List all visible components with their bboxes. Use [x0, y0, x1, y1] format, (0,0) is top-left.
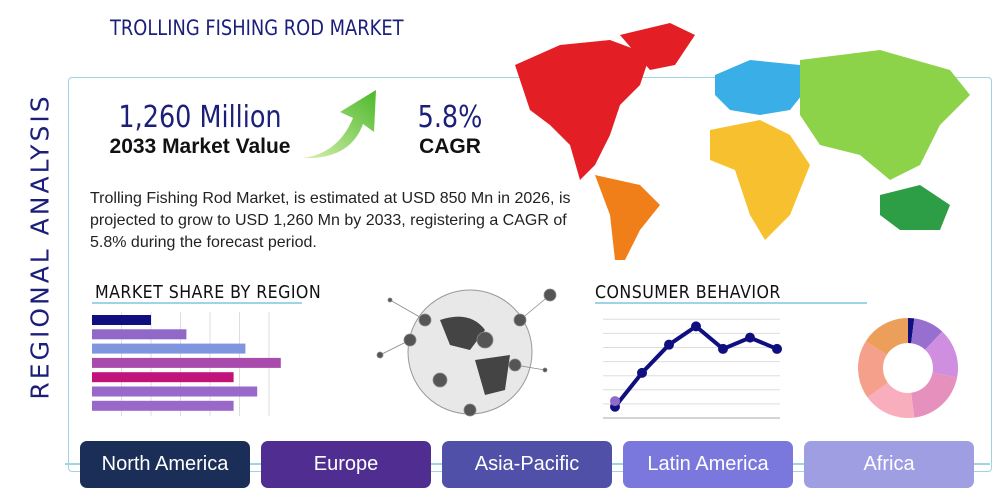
data-point	[664, 339, 674, 350]
market-value-block: 1,260 Million 2033 Market Value	[100, 100, 300, 159]
bar	[92, 315, 151, 325]
region-button-asia-pacific[interactable]: Asia-Pacific	[442, 441, 612, 488]
data-point	[718, 343, 728, 354]
donut-slice	[865, 318, 908, 355]
cagr-label: CAGR	[419, 135, 481, 158]
growth-arrow-icon	[302, 90, 376, 159]
data-point	[637, 367, 647, 378]
map-australia	[880, 185, 950, 230]
donut-slice	[867, 382, 915, 418]
bar	[92, 386, 258, 397]
donut-slice	[858, 341, 888, 398]
market-share-title: MARKET SHARE BY REGION	[95, 282, 322, 303]
data-point	[691, 321, 701, 332]
data-point	[745, 332, 755, 343]
divider	[92, 302, 302, 304]
divider	[595, 302, 867, 304]
page-title: TROLLING FISHING ROD MARKET	[110, 16, 404, 40]
market-value: 1,260 Million	[118, 100, 282, 135]
bar	[92, 343, 246, 354]
bar	[92, 357, 281, 368]
region-button-latin-america[interactable]: Latin America	[623, 441, 793, 488]
bar	[92, 329, 187, 340]
world-map	[515, 23, 970, 260]
consumer-line-chart	[603, 318, 782, 419]
map-asia	[800, 50, 970, 180]
region-button-label: North America	[101, 453, 229, 475]
map-north-america	[515, 40, 650, 180]
cagr-block: 5.8% CAGR	[400, 100, 500, 159]
side-title: REGIONAL ANALYSIS	[25, 93, 55, 400]
map-africa	[710, 120, 810, 240]
market-share-bar-chart	[92, 312, 281, 416]
donut-slice	[908, 318, 915, 344]
consumer-donut-chart	[858, 318, 958, 418]
network-globe-icon	[376, 288, 557, 417]
donut-slice	[925, 331, 958, 378]
map-south-america	[595, 175, 660, 260]
bar	[92, 372, 234, 383]
map-europe	[715, 60, 810, 115]
consumer-behavior-title: CONSUMER BEHAVIOR	[595, 282, 781, 303]
region-button-label: Asia-Pacific	[474, 453, 580, 475]
region-button-label: Europe	[313, 453, 379, 475]
cagr-value: 5.8%	[417, 100, 483, 135]
region-button-africa[interactable]: Africa	[804, 441, 974, 488]
region-button-label: Latin America	[647, 453, 769, 475]
description: Trolling Fishing Rod Market, is estimate…	[90, 190, 571, 251]
data-point	[772, 343, 782, 354]
donut-slice	[911, 372, 958, 418]
market-value-label: 2033 Market Value	[109, 135, 291, 158]
data-point	[610, 396, 620, 407]
donut-slice	[911, 318, 943, 350]
region-button-label: Africa	[863, 453, 915, 475]
region-button-europe[interactable]: Europe	[261, 441, 431, 488]
bar	[92, 400, 234, 411]
map-greenland	[620, 23, 695, 70]
region-button-north-america[interactable]: North America	[80, 441, 250, 488]
